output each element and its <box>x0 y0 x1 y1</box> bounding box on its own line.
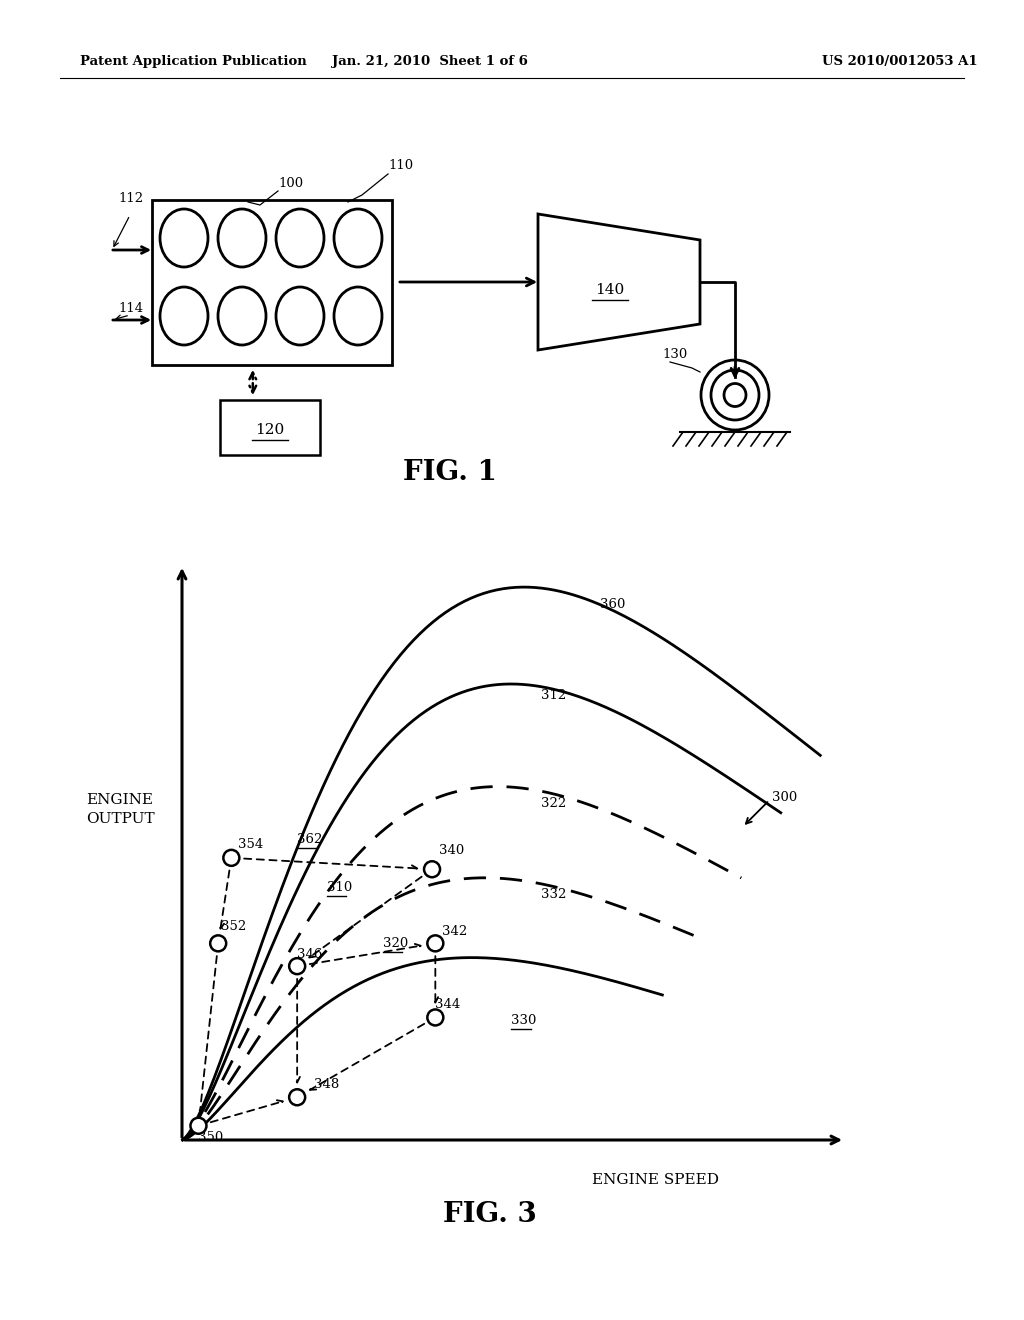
Text: FIG. 1: FIG. 1 <box>403 458 497 486</box>
Circle shape <box>424 861 440 878</box>
Bar <box>220 400 319 455</box>
Text: 312: 312 <box>541 689 566 702</box>
Text: Jan. 21, 2010  Sheet 1 of 6: Jan. 21, 2010 Sheet 1 of 6 <box>332 55 528 69</box>
Text: 352: 352 <box>221 920 247 933</box>
Text: 100: 100 <box>278 177 303 190</box>
Circle shape <box>210 936 226 952</box>
Text: 344: 344 <box>435 998 461 1011</box>
Ellipse shape <box>276 209 324 267</box>
Text: 120: 120 <box>255 422 285 437</box>
Text: ENGINE
OUTPUT: ENGINE OUTPUT <box>86 792 155 826</box>
Text: 322: 322 <box>541 797 566 810</box>
Circle shape <box>427 1010 443 1026</box>
Ellipse shape <box>218 209 266 267</box>
Text: 300: 300 <box>772 791 798 804</box>
Ellipse shape <box>334 209 382 267</box>
Ellipse shape <box>218 286 266 345</box>
Text: 362: 362 <box>297 833 323 846</box>
Text: FIG. 3: FIG. 3 <box>443 1201 537 1229</box>
Ellipse shape <box>160 209 208 267</box>
Circle shape <box>427 936 443 952</box>
Ellipse shape <box>276 286 324 345</box>
Ellipse shape <box>160 286 208 345</box>
Text: Patent Application Publication: Patent Application Publication <box>80 55 307 69</box>
Text: 332: 332 <box>541 888 566 902</box>
Circle shape <box>223 850 240 866</box>
Text: 360: 360 <box>600 598 626 611</box>
Text: 130: 130 <box>662 348 687 362</box>
Ellipse shape <box>711 370 759 420</box>
Text: 342: 342 <box>442 925 467 939</box>
Text: 310: 310 <box>327 880 352 894</box>
Text: 340: 340 <box>438 843 464 857</box>
Bar <box>152 201 392 366</box>
Text: ENGINE SPEED: ENGINE SPEED <box>592 1173 719 1187</box>
Text: 354: 354 <box>238 838 263 851</box>
Text: 350: 350 <box>199 1131 223 1143</box>
Text: 112: 112 <box>118 191 143 205</box>
Text: 110: 110 <box>388 158 413 172</box>
Ellipse shape <box>724 384 746 407</box>
Circle shape <box>289 1089 305 1105</box>
Circle shape <box>190 1118 207 1134</box>
Ellipse shape <box>701 360 769 430</box>
Ellipse shape <box>334 286 382 345</box>
Text: 114: 114 <box>118 301 143 314</box>
Text: 346: 346 <box>297 948 323 961</box>
Polygon shape <box>538 214 700 350</box>
Text: 320: 320 <box>383 937 408 950</box>
Circle shape <box>289 958 305 974</box>
Text: 348: 348 <box>313 1077 339 1090</box>
Text: US 2010/0012053 A1: US 2010/0012053 A1 <box>822 55 978 69</box>
Text: 140: 140 <box>595 282 625 297</box>
Text: 330: 330 <box>511 1014 537 1027</box>
